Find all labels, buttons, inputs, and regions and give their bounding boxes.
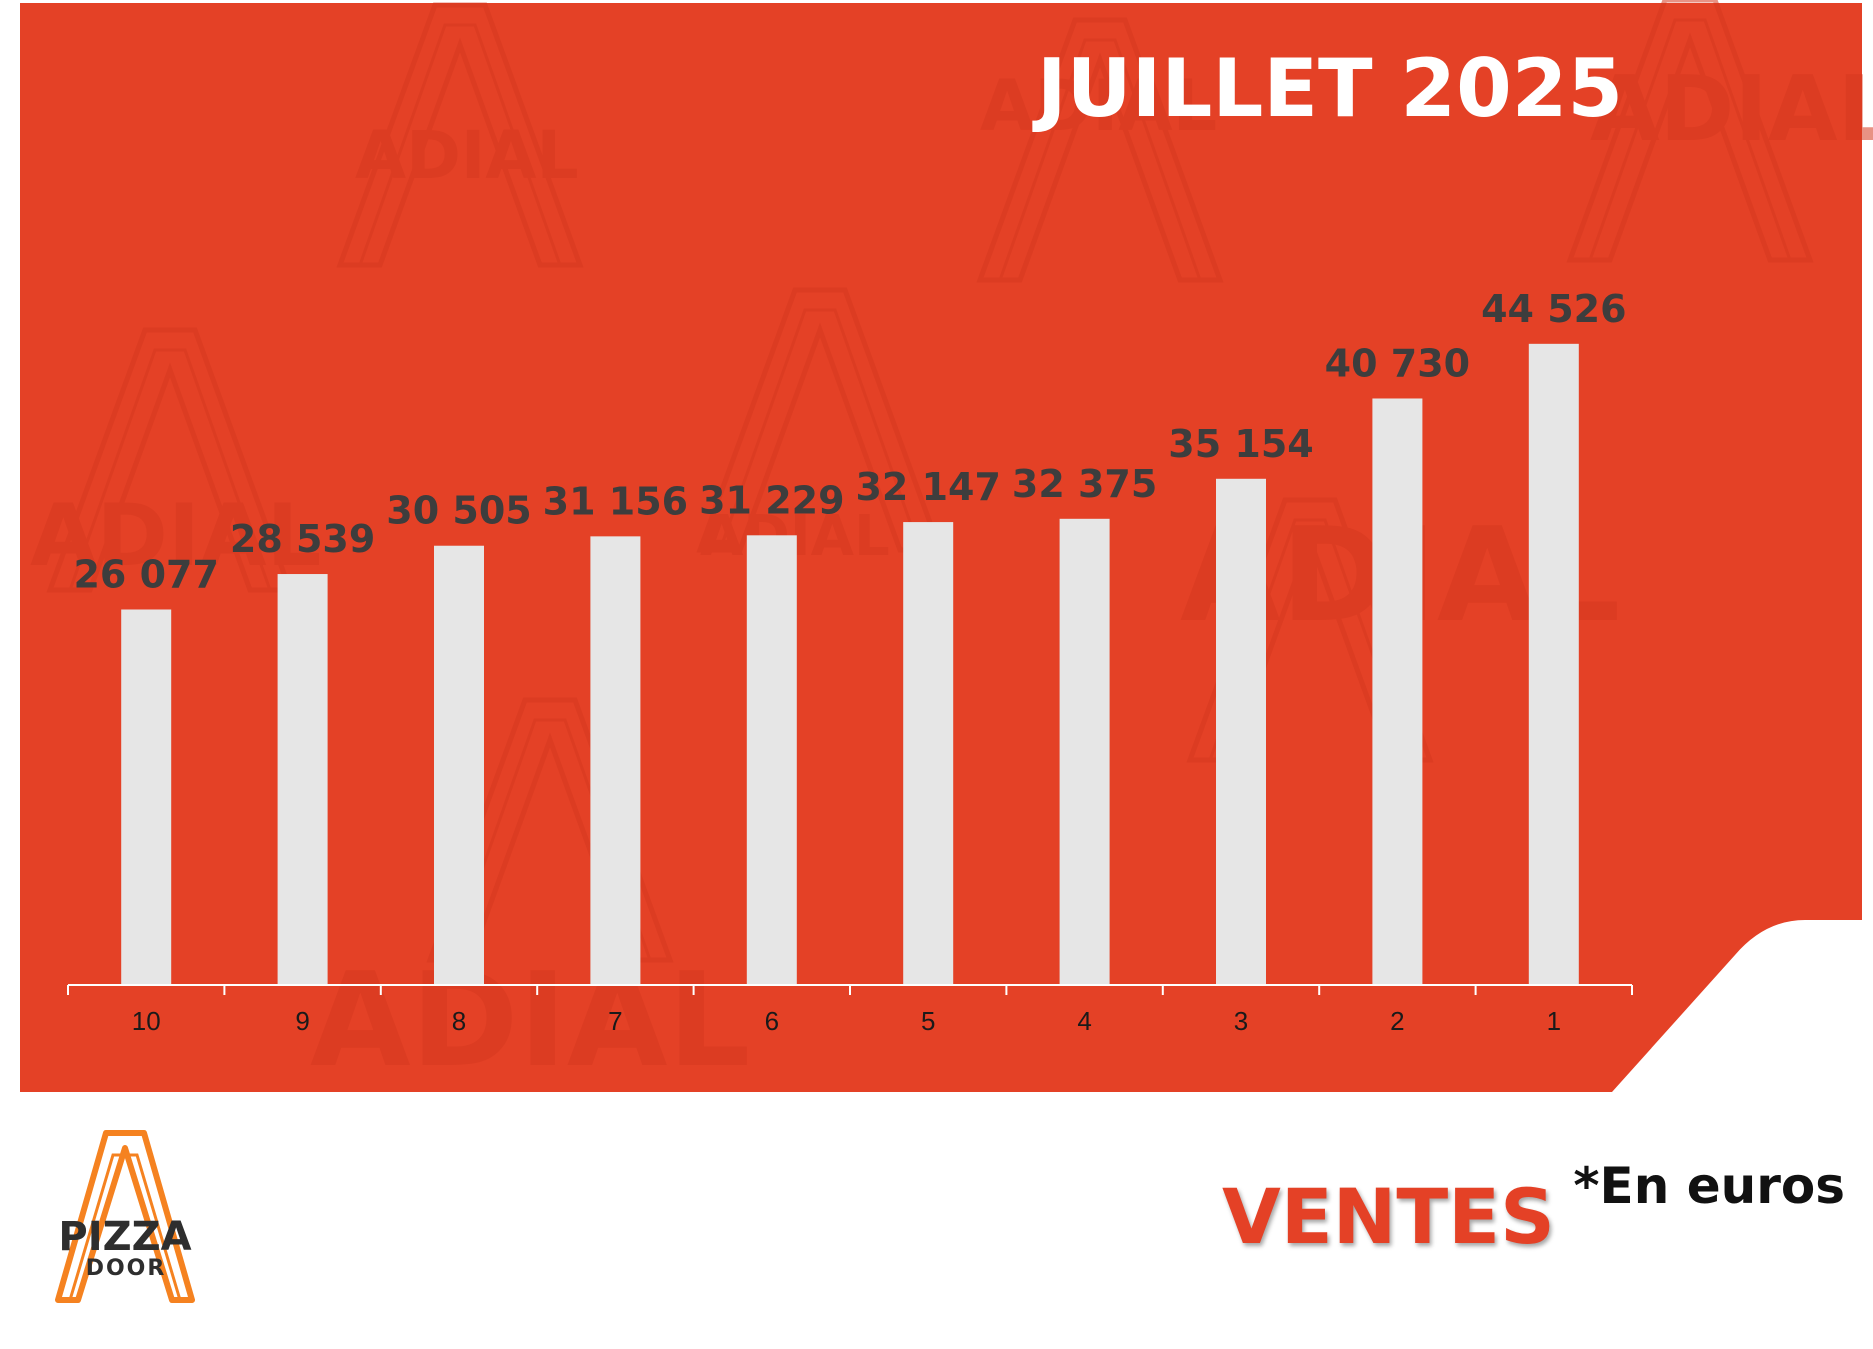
watermark-text: ADIAL [355,117,579,194]
value-label: 44 526 [1481,287,1626,331]
bar-9 [277,574,328,985]
logo-a-icon [55,1130,195,1303]
bar-5 [903,522,954,985]
x-tick-label: 1 [1547,1006,1561,1036]
bar-10 [121,609,172,985]
value-label: 32 147 [855,465,1000,509]
value-label: 28 539 [230,517,375,561]
logo-line1: PIZZA [58,1214,191,1260]
pizza-door-logo: PIZZA DOOR [55,1130,195,1303]
watermark-text: ADIAL [980,65,1217,147]
x-tick-label: 5 [921,1006,935,1036]
x-tick-label: 4 [1077,1006,1091,1036]
x-tick-label: 10 [132,1006,161,1036]
value-label: 26 077 [73,552,218,596]
bar-2 [1372,398,1423,985]
bar-8 [434,545,484,985]
bar-3 [1216,478,1266,985]
x-tick-label: 2 [1390,1006,1404,1036]
value-label: 31 156 [543,479,688,523]
value-label: 35 154 [1168,422,1313,466]
x-tick-label: 7 [608,1006,622,1036]
x-tick-label: 9 [295,1006,309,1036]
currency-note: *En euros [1573,1157,1845,1215]
value-label: 31 229 [699,478,844,522]
bar-6 [746,535,797,985]
x-tick-label: 3 [1234,1006,1248,1036]
watermark-text: ADIAL [310,944,750,1096]
bar-7 [590,536,641,985]
bar-1 [1528,343,1579,986]
x-tick-label: 8 [452,1006,466,1036]
watermark-text: ADIAL [1590,57,1873,162]
value-label: 30 505 [386,489,531,533]
ventes-label: VENTES [1222,1172,1555,1261]
value-label: 40 730 [1325,341,1470,385]
page-title: JUILLET 2025 [1032,42,1623,135]
watermark-text: ADIAL [30,486,321,586]
bar-4 [1059,518,1110,985]
x-tick-label: 6 [765,1006,779,1036]
logo-line2: DOOR [86,1256,167,1281]
value-label: 32 375 [1012,462,1157,506]
